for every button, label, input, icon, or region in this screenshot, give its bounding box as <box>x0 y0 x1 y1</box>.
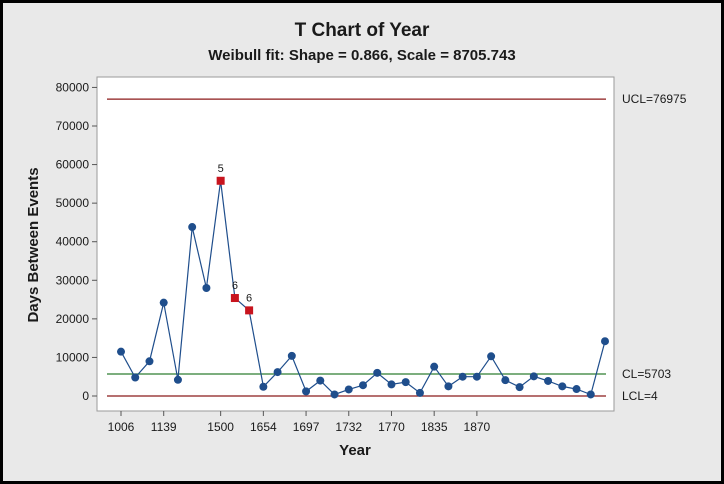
y-tick-label: 80000 <box>56 80 90 94</box>
chart-subtitle: Weibull fit: Shape = 0.866, Scale = 8705… <box>208 47 516 64</box>
y-tick-label: 40000 <box>56 235 90 249</box>
data-point <box>316 376 325 385</box>
y-axis-label: Days Between Events <box>25 167 42 322</box>
x-tick-label: 1500 <box>207 420 234 434</box>
y-tick-label: 70000 <box>56 119 90 133</box>
data-point <box>501 376 510 385</box>
x-axis-label: Year <box>339 442 371 459</box>
data-point <box>444 382 453 391</box>
data-point <box>173 375 182 384</box>
data-point <box>159 298 168 307</box>
y-tick-label: 60000 <box>56 158 90 172</box>
y-tick-label: 10000 <box>56 350 90 364</box>
data-point <box>430 362 439 371</box>
data-point <box>529 372 538 381</box>
data-point <box>586 390 595 399</box>
chart-title: T Chart of Year <box>294 20 430 41</box>
lcl-label: LCL=4 <box>622 389 658 403</box>
plot-area <box>96 76 615 412</box>
data-point <box>359 381 367 390</box>
data-point <box>287 351 296 360</box>
flagged-point <box>230 294 239 303</box>
ucl-label: UCL=76975 <box>622 92 687 106</box>
x-tick-label: 1006 <box>108 420 135 434</box>
data-point <box>273 368 282 377</box>
data-point <box>458 372 467 381</box>
x-tick-label: 1870 <box>464 420 491 434</box>
flagged-point-label: 6 <box>246 292 252 304</box>
y-tick-label: 50000 <box>56 196 90 210</box>
data-point <box>145 357 154 366</box>
flagged-point <box>216 176 225 185</box>
flagged-point <box>245 306 254 315</box>
x-tick-label: 1770 <box>378 420 405 434</box>
data-point <box>601 337 609 346</box>
x-tick-label: 1654 <box>250 420 277 434</box>
control-limits: UCL=76975 CL=5703 LCL=4 <box>107 92 687 403</box>
x-tick-label: 1835 <box>421 420 448 434</box>
data-point <box>330 390 339 399</box>
data-point <box>131 373 140 382</box>
data-point <box>202 284 211 292</box>
data-point <box>558 382 567 391</box>
flagged-point-label: 5 <box>218 163 224 175</box>
x-tick-label: 1697 <box>293 420 320 434</box>
data-series: 5 66 <box>117 163 609 399</box>
data-point <box>487 352 496 361</box>
data-point <box>572 385 581 394</box>
data-point <box>401 378 410 387</box>
data-point <box>415 388 424 397</box>
y-tick-label: 20000 <box>56 312 90 326</box>
data-point <box>515 383 524 392</box>
data-point <box>117 347 125 356</box>
flagged-point-label: 6 <box>232 280 238 292</box>
data-point <box>544 376 553 385</box>
x-tick-label: 1139 <box>151 420 177 434</box>
x-axis: 1006 1139 1500 1654 1697 1732 1770 1835 1870 <box>108 411 491 434</box>
data-point <box>188 223 197 232</box>
cl-label: CL=5703 <box>622 367 671 381</box>
data-point <box>387 380 396 389</box>
y-tick-label: 0 <box>82 389 89 403</box>
y-axis: 0 10000 20000 30000 40000 50000 60000 70000 8000… <box>56 80 97 403</box>
data-point <box>302 387 311 396</box>
data-point <box>373 368 382 377</box>
data-point <box>344 385 353 394</box>
x-tick-label: 1732 <box>335 420 362 434</box>
data-point <box>259 382 268 391</box>
y-tick-label: 30000 <box>56 273 90 287</box>
data-point <box>472 372 481 381</box>
